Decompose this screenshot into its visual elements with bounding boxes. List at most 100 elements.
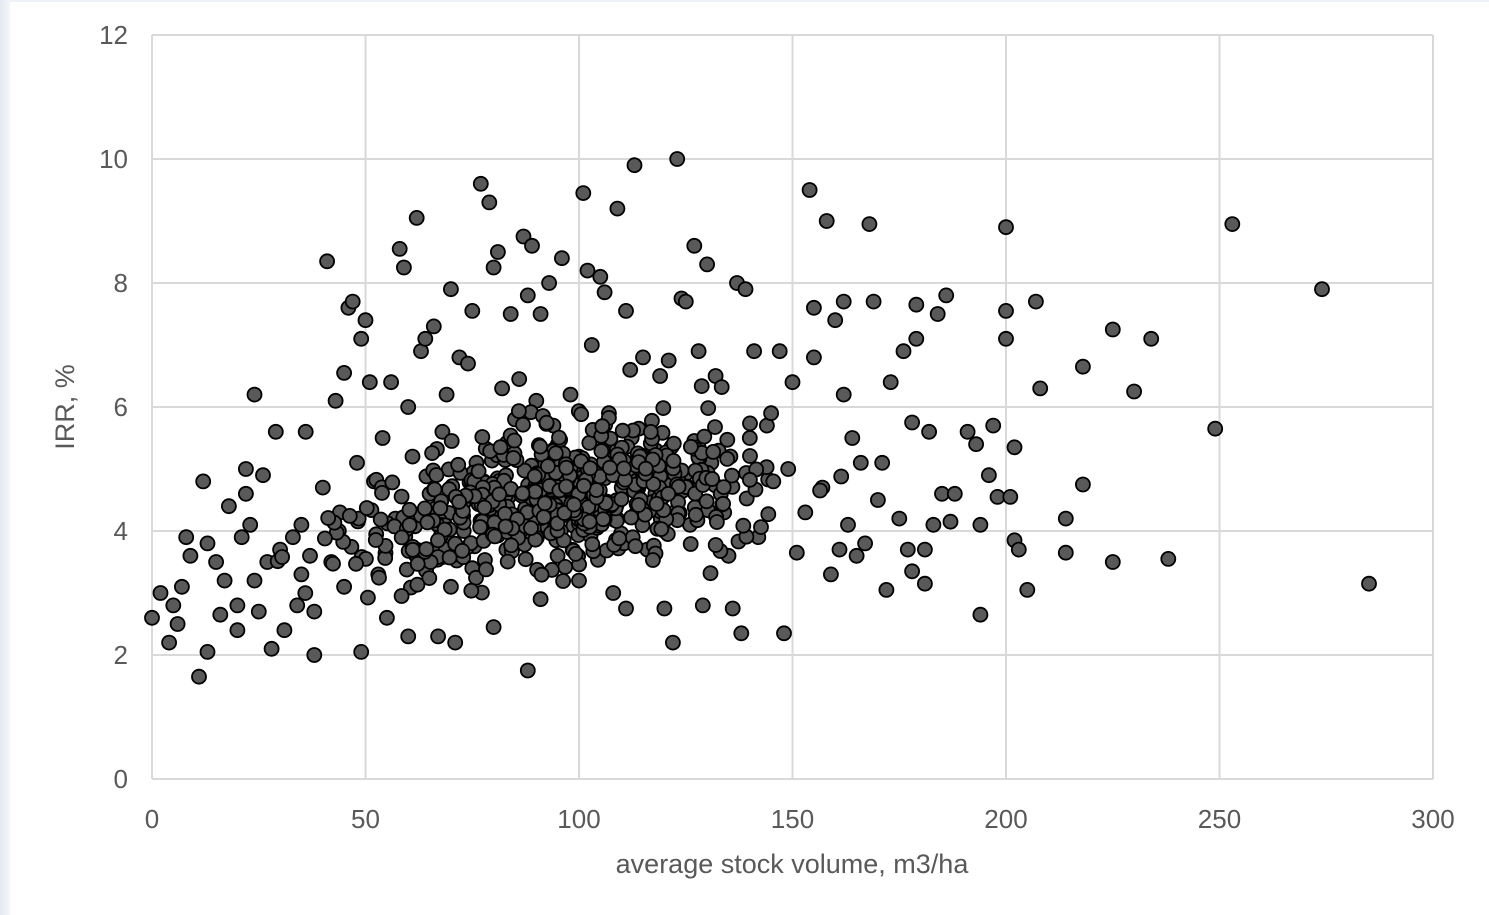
data-point (524, 237, 540, 254)
data-point (904, 414, 920, 431)
data-point (284, 529, 301, 546)
data-point (442, 281, 459, 298)
data-point (696, 428, 713, 445)
data-point (942, 513, 959, 530)
data-point (306, 647, 323, 663)
data-point (655, 400, 672, 417)
data-point (985, 417, 1002, 434)
x-tick-label: 250 (1198, 804, 1241, 834)
data-point (917, 541, 933, 558)
data-point (353, 330, 370, 347)
data-point (702, 565, 719, 582)
data-point (478, 561, 494, 578)
data-point (683, 438, 699, 455)
data-point (378, 609, 395, 626)
data-point (316, 530, 333, 547)
data-point (558, 459, 575, 476)
data-point (447, 634, 464, 651)
data-point (1075, 358, 1091, 375)
data-point (289, 597, 306, 614)
data-point (434, 423, 451, 440)
data-point (212, 606, 229, 623)
data-point (704, 471, 720, 487)
data-point (401, 517, 418, 533)
data-point (908, 296, 925, 313)
data-point (1104, 321, 1121, 338)
data-point (1224, 216, 1241, 233)
data-point (430, 628, 447, 645)
data-point (771, 343, 788, 360)
data-point (719, 431, 736, 448)
data-point (609, 200, 626, 217)
y-tick-label: 10 (99, 144, 128, 174)
data-point (319, 253, 336, 270)
data-point (432, 500, 449, 517)
data-point (470, 463, 487, 480)
data-point (536, 495, 553, 512)
data-point (233, 529, 250, 546)
data-point (267, 423, 284, 440)
data-point (348, 555, 364, 572)
data-point (801, 182, 818, 198)
data-point (611, 530, 627, 547)
data-point (831, 541, 848, 558)
y-tick-label: 4 (114, 516, 128, 546)
data-point (669, 151, 686, 167)
data-point (765, 473, 782, 490)
data-point (547, 445, 564, 462)
data-point (665, 452, 682, 469)
data-point (626, 157, 643, 174)
data-point (532, 438, 549, 455)
data-point (229, 622, 246, 639)
data-point (517, 551, 534, 568)
data-point (208, 554, 225, 570)
data-point (567, 546, 584, 562)
data-point (605, 585, 622, 601)
data-point (852, 454, 869, 471)
data-point (523, 520, 539, 536)
data-point (737, 281, 754, 298)
data-point (374, 484, 390, 501)
data-point (682, 536, 699, 552)
data-point (421, 570, 438, 586)
data-point (400, 399, 417, 415)
data-point (541, 275, 557, 291)
data-point (592, 268, 609, 285)
data-point (489, 244, 506, 260)
data-point (314, 479, 331, 496)
data-point (874, 454, 891, 471)
data-point (865, 293, 882, 310)
data-point (425, 318, 442, 335)
data-point (383, 374, 400, 391)
data-point (705, 443, 722, 460)
data-point (660, 485, 677, 502)
x-tick-labels: 0 50 100 150 200 250 300 (145, 804, 1455, 834)
data-point (372, 511, 389, 528)
data-point (594, 418, 611, 435)
data-point (485, 619, 502, 635)
data-point (584, 536, 601, 553)
data-point (715, 495, 731, 512)
data-point (623, 509, 639, 526)
data-point (724, 600, 741, 617)
data-point (161, 634, 178, 651)
data-point (709, 514, 725, 530)
data-point (519, 662, 536, 679)
data-point (1019, 582, 1036, 598)
data-point (665, 634, 681, 651)
data-point (293, 566, 310, 583)
data-point (698, 493, 715, 510)
data-point (878, 582, 895, 598)
data-point (690, 343, 707, 360)
data-point (642, 423, 659, 440)
data-point (320, 510, 337, 526)
data-point (616, 460, 632, 477)
data-point (276, 622, 293, 639)
data-point (686, 237, 703, 254)
data-point (596, 284, 613, 301)
data-point (428, 467, 445, 483)
data-point (416, 500, 433, 517)
data-point (237, 461, 254, 477)
y-tick-label: 2 (114, 640, 128, 670)
data-point (341, 508, 358, 524)
